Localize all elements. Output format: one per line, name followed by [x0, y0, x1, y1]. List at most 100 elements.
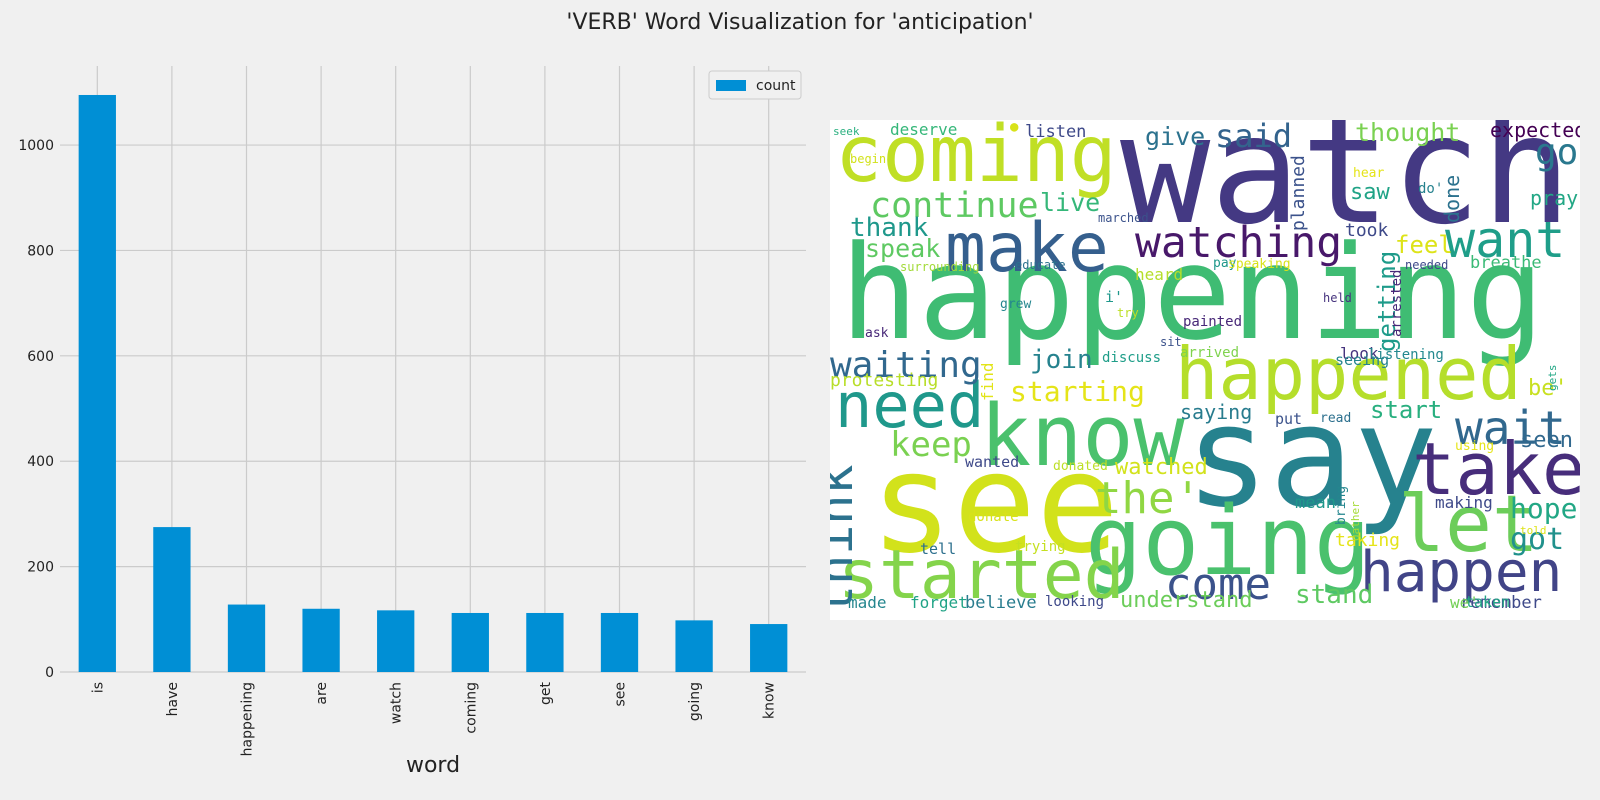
cloud-word: we'	[1450, 593, 1479, 612]
cloud-word: remember	[1460, 593, 1542, 613]
cloud-word: heard	[1135, 265, 1184, 284]
cloud-word: expected	[1490, 120, 1580, 142]
cloud-word: wait	[1455, 401, 1566, 455]
cloud-word: ask	[865, 326, 889, 341]
cloud-word: starting	[1010, 375, 1145, 408]
cloud-word: try	[1117, 306, 1139, 320]
cloud-word: making	[1435, 493, 1493, 512]
cloud-word: start	[1370, 396, 1443, 424]
cloud-word: arrested	[1389, 269, 1405, 337]
cloud-word: protesting	[830, 370, 939, 391]
cloud-word: speaking	[1228, 257, 1291, 272]
cloud-word: ●	[1010, 120, 1019, 135]
cloud-word: make	[945, 209, 1109, 288]
y-tick-label: 400	[27, 454, 54, 470]
cloud-word: going	[1085, 487, 1371, 597]
x-tick-label: going	[687, 682, 703, 721]
x-tick-label: is	[90, 682, 106, 693]
bars	[78, 94, 788, 672]
cloud-word: stand	[1295, 580, 1374, 610]
cloud-word: watched	[1115, 455, 1208, 480]
cloud-word: breathe	[1470, 253, 1542, 273]
cloud-word: live	[1040, 188, 1101, 217]
bar-chart: 0 200 400 600 800 1000 is have happening are watc…	[18, 66, 806, 778]
cloud-word: donate	[968, 509, 1019, 525]
cloud-word: taken	[1465, 593, 1511, 611]
cloud-word: donated	[1053, 459, 1108, 474]
bar-going	[675, 620, 713, 672]
cloud-word: using	[1455, 439, 1495, 454]
cloud-word: surrounding	[900, 260, 980, 274]
cloud-word: took	[1345, 220, 1389, 241]
cloud-word: come	[1165, 559, 1271, 610]
cloud-word: grew	[1000, 297, 1032, 312]
bar-happening	[227, 604, 266, 672]
cloud-word: watching	[1135, 218, 1343, 268]
cloud-word: seek	[833, 125, 860, 138]
y-tick-label: 0	[45, 665, 54, 681]
cloud-word: watch	[1120, 120, 1572, 258]
cloud-word: made	[848, 593, 887, 612]
cloud-word: gather	[1349, 501, 1362, 541]
cloud-word: understand	[1120, 588, 1253, 613]
cloud-word: happened	[1175, 332, 1522, 416]
cloud-word: believe	[965, 593, 1037, 613]
cloud-word: know	[980, 387, 1185, 486]
cloud-word: planned	[1288, 155, 1309, 231]
x-tick-label: happening	[240, 682, 256, 756]
cloud-word: find	[978, 362, 997, 401]
cloud-word: speak	[865, 234, 941, 263]
cloud-word: i'	[1105, 288, 1124, 306]
cloud-word: painted	[1183, 314, 1243, 330]
y-tick-label: 600	[27, 349, 54, 365]
cloud-word: thought	[1355, 120, 1461, 147]
cloud-word: be'	[1528, 376, 1568, 401]
cloud-word: coming	[835, 120, 1117, 200]
cloud-word: bring	[1334, 485, 1349, 525]
bar-see	[600, 612, 639, 672]
bar-watch	[377, 610, 415, 672]
cloud-word: told	[1520, 524, 1547, 537]
x-tick-labels: is have happening are watch coming get see going…	[90, 682, 777, 757]
cloud-word: happen	[1360, 540, 1563, 605]
cloud-word: hear	[1353, 166, 1385, 181]
legend-box	[708, 70, 802, 100]
cloud-word: gets	[1546, 364, 1559, 392]
legend: count	[708, 70, 802, 100]
cloud-word: want	[1445, 211, 1566, 269]
cloud-word: needed	[1405, 258, 1449, 272]
cloud-word: seen	[1520, 428, 1573, 453]
cloud-word: started	[838, 536, 1125, 615]
word-cloud: happening watch say see coming going know start…	[830, 120, 1580, 620]
x-axis-label: word	[406, 753, 460, 778]
cloud-word: sit	[1160, 335, 1182, 349]
grid-lines	[60, 66, 806, 673]
y-tick-label: 800	[27, 243, 54, 259]
x-tick-label: have	[165, 682, 181, 716]
cloud-word: saw	[1350, 180, 1390, 205]
cloud-word: trying	[1015, 539, 1066, 555]
cloud-word: deserve	[890, 120, 958, 139]
cloud-word: educate	[1015, 258, 1066, 272]
cloud-word: pray	[1530, 186, 1579, 210]
cloud-word: said	[1215, 120, 1293, 155]
cloud-word: looking	[1045, 594, 1105, 610]
x-tick-label: coming	[463, 682, 479, 734]
cloud-word: mean	[1295, 493, 1336, 513]
legend-swatch	[716, 80, 746, 91]
cloud-word: pay	[1213, 256, 1237, 271]
cloud-word: done	[1440, 174, 1464, 223]
x-tick-label: know	[762, 682, 778, 719]
cloud-word: saying	[1180, 400, 1253, 424]
cloud-word: do'	[1418, 181, 1444, 197]
y-tick-label: 1000	[18, 138, 54, 154]
cloud-word: keep	[890, 425, 972, 465]
x-tick-label: watch	[389, 682, 405, 724]
cloud-word: forget	[910, 593, 968, 612]
y-tick-labels: 0 200 400 600 800 1000	[18, 138, 54, 681]
cloud-word: join	[1030, 345, 1093, 375]
cloud-word: put	[1275, 410, 1303, 428]
cloud-word: begin	[850, 152, 887, 166]
cloud-word: seeing	[1335, 351, 1390, 369]
cloud-word: tell	[920, 540, 957, 558]
